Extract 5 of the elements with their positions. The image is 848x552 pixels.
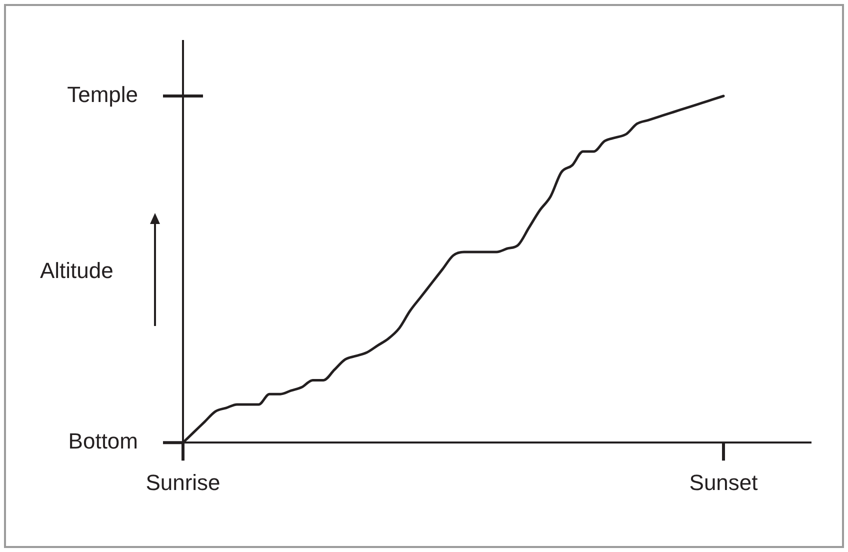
text: Bottom — [68, 428, 138, 454]
x-tick-label: Sunrise — [146, 470, 220, 495]
text: Temple — [67, 82, 138, 108]
x-tick-label: Sunset — [689, 470, 758, 495]
y-axis-title: Altitude — [40, 258, 114, 284]
